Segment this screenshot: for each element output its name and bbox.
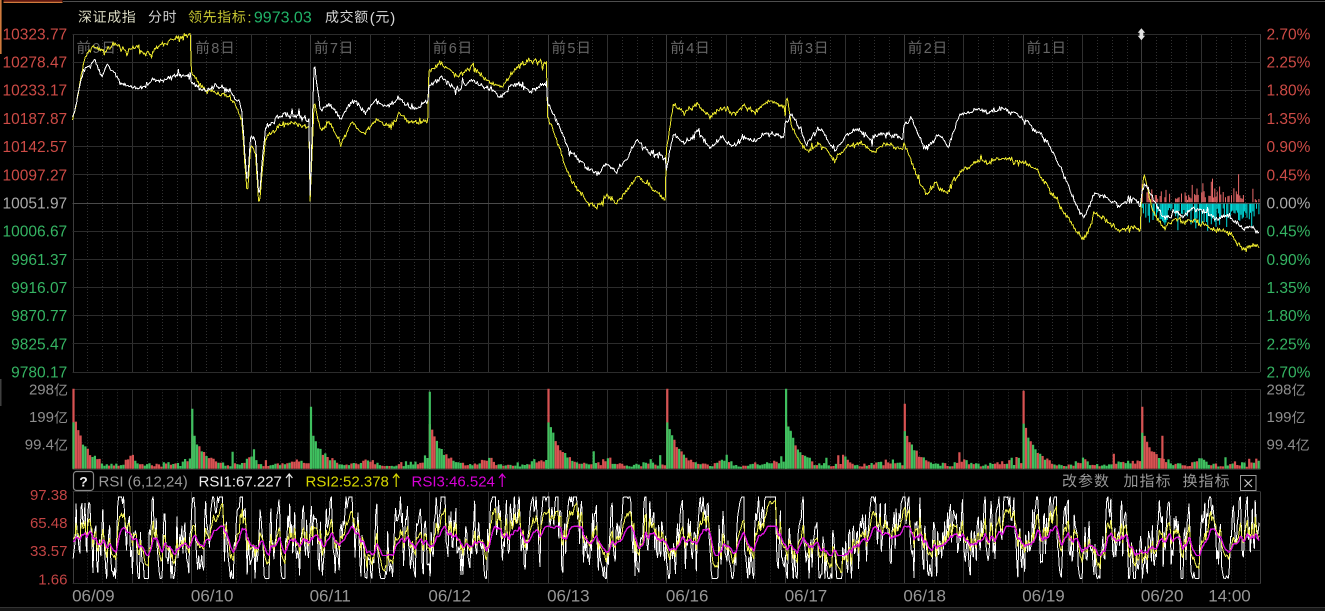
svg-text:(: (	[370, 10, 375, 27]
svg-text:298: 298	[29, 381, 54, 398]
svg-text:1: 1	[1043, 41, 1051, 57]
svg-text:10187.87: 10187.87	[3, 111, 68, 128]
svg-text:8: 8	[211, 41, 219, 57]
svg-text:06/18: 06/18	[903, 587, 946, 606]
svg-text:33.57: 33.57	[30, 543, 68, 560]
svg-text:1.80%: 1.80%	[1267, 308, 1311, 325]
svg-text:0.00%: 0.00%	[1267, 195, 1311, 212]
svg-text:9916.07: 9916.07	[11, 280, 67, 297]
svg-text:9825.47: 9825.47	[11, 336, 67, 353]
svg-text:06/17: 06/17	[785, 587, 828, 606]
svg-text:06/16: 06/16	[666, 587, 709, 606]
svg-text:1.35%: 1.35%	[1267, 280, 1311, 297]
svg-text:9870.77: 9870.77	[11, 308, 67, 325]
svg-text:06/12: 06/12	[428, 587, 471, 606]
svg-text:298: 298	[1267, 381, 1292, 398]
svg-text:1.35%: 1.35%	[1267, 111, 1311, 128]
svg-text:10278.47: 10278.47	[3, 55, 68, 72]
svg-text:1.80%: 1.80%	[1267, 83, 1311, 100]
svg-text:7: 7	[330, 41, 338, 57]
svg-text:0.45%: 0.45%	[1267, 167, 1311, 184]
svg-text:06/19: 06/19	[1022, 587, 1065, 606]
svg-text:99.4: 99.4	[25, 436, 54, 453]
svg-text::: :	[247, 10, 251, 27]
svg-text:3: 3	[805, 41, 813, 57]
svg-text:9: 9	[92, 41, 100, 57]
svg-text:0.90%: 0.90%	[1267, 252, 1311, 269]
svg-text:06/13: 06/13	[547, 587, 590, 606]
svg-text:0.90%: 0.90%	[1267, 139, 1311, 156]
svg-text:06/11: 06/11	[310, 587, 351, 606]
svg-text:RSI1:67.227: RSI1:67.227	[199, 474, 282, 491]
svg-text:99.4: 99.4	[1267, 436, 1296, 453]
svg-text:10051.97: 10051.97	[3, 195, 68, 212]
svg-text:RSI3:46.524: RSI3:46.524	[412, 474, 495, 491]
svg-text:06/10: 06/10	[191, 587, 234, 606]
svg-text:2.25%: 2.25%	[1267, 55, 1311, 72]
svg-text:199: 199	[1267, 409, 1292, 426]
svg-text:2.70%: 2.70%	[1267, 364, 1311, 381]
svg-text:): )	[390, 10, 395, 27]
svg-text:6: 6	[449, 41, 457, 57]
svg-text:RSI2:52.378: RSI2:52.378	[306, 474, 389, 491]
svg-text:?: ?	[79, 474, 88, 490]
svg-text:06/20: 06/20	[1141, 587, 1184, 606]
svg-text:10142.57: 10142.57	[3, 139, 68, 156]
svg-text:2.25%: 2.25%	[1267, 336, 1311, 353]
svg-text:10233.17: 10233.17	[3, 83, 68, 100]
svg-text:10097.27: 10097.27	[3, 167, 68, 184]
svg-text:5: 5	[567, 41, 575, 57]
svg-text:9961.37: 9961.37	[11, 252, 67, 269]
svg-text:14:00: 14:00	[1208, 587, 1251, 606]
svg-text:97.38: 97.38	[30, 487, 68, 504]
svg-text:10323.77: 10323.77	[3, 26, 68, 43]
svg-text:199: 199	[29, 409, 54, 426]
svg-text:65.48: 65.48	[30, 515, 68, 532]
svg-text:9780.17: 9780.17	[11, 364, 67, 381]
svg-text:1.66: 1.66	[38, 571, 67, 588]
svg-text:4: 4	[686, 41, 694, 57]
svg-text:RSI (6,12,24): RSI (6,12,24)	[99, 474, 188, 491]
svg-text:0.45%: 0.45%	[1267, 224, 1311, 241]
svg-text:2.70%: 2.70%	[1267, 26, 1311, 43]
svg-text:2: 2	[924, 41, 932, 57]
svg-text:9973.03: 9973.03	[254, 10, 312, 27]
svg-text:10006.67: 10006.67	[3, 224, 68, 241]
svg-text:06/09: 06/09	[72, 587, 115, 606]
